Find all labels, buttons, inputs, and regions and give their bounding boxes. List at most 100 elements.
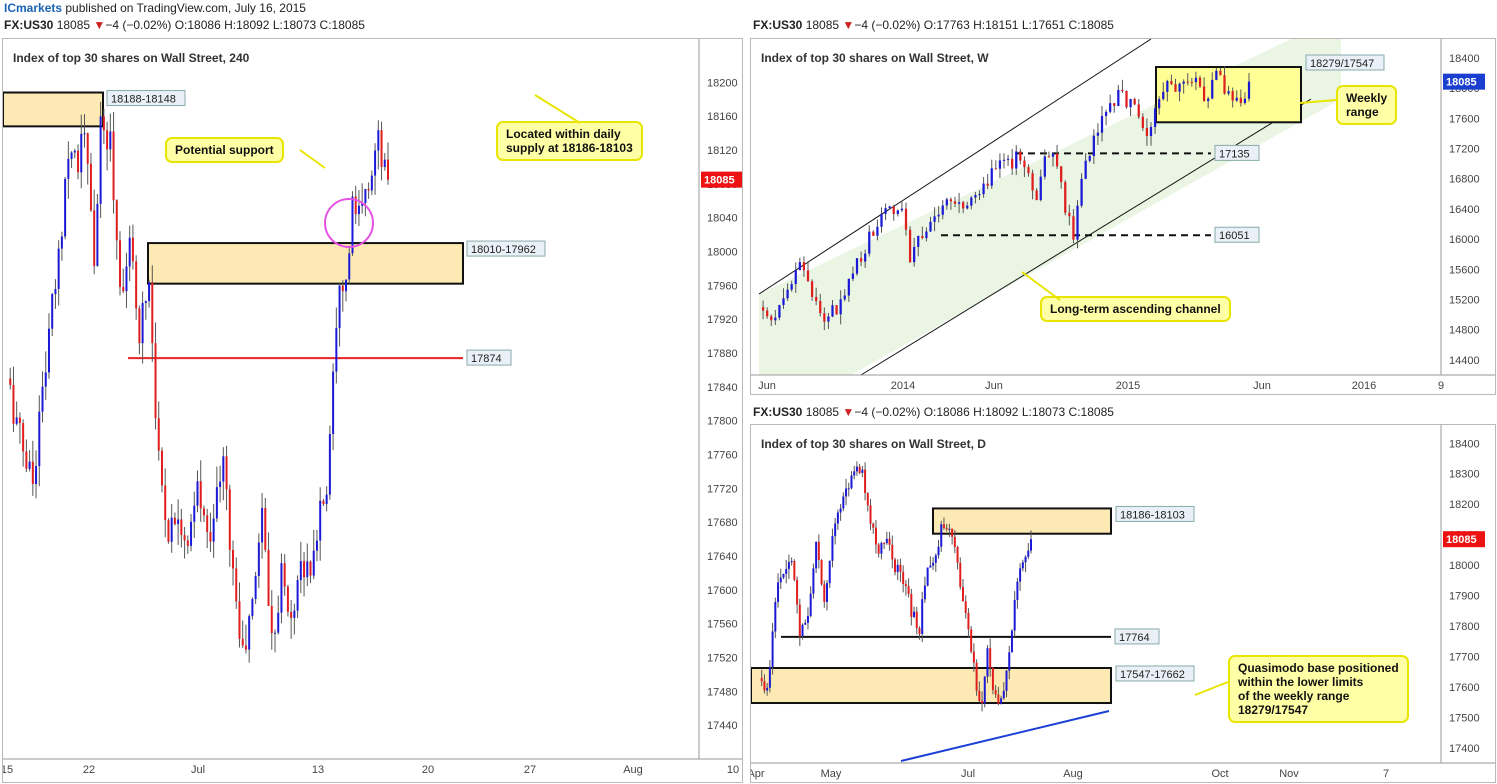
candle-bear [102, 116, 105, 131]
candle-bear [112, 131, 115, 201]
candle-bear [962, 586, 964, 602]
candle-bull [109, 131, 112, 150]
candle-bear [151, 282, 154, 344]
candle-bull [790, 284, 793, 290]
level-label: 16051 [1219, 230, 1250, 242]
candle-bull [1182, 81, 1185, 84]
x-tick-label: Jun [758, 380, 776, 392]
candle-bull [67, 158, 70, 179]
y-tick-label: 14800 [1449, 325, 1480, 337]
y-tick-label: 18120 [707, 145, 738, 157]
candle-bear [1239, 97, 1242, 104]
y-tick-label: 15200 [1449, 294, 1480, 306]
y-tick-label: 17700 [1449, 651, 1480, 663]
candle-bear [180, 519, 183, 536]
zone-label-box [1305, 54, 1385, 71]
candle-bull [1243, 98, 1247, 104]
candle-bear [1190, 82, 1193, 84]
y-tick-label: 17900 [1449, 591, 1480, 603]
candle-bear [904, 208, 908, 230]
brand-link[interactable]: ICmarkets [4, 1, 63, 15]
x-tick-label: Jun [985, 380, 1003, 392]
candle-bear [823, 313, 826, 322]
y-tick-label: 17720 [707, 483, 738, 495]
y-tick-label: 17880 [707, 348, 738, 360]
candle-bull [957, 202, 961, 204]
candle-bear [859, 258, 863, 262]
candle-bull [940, 524, 943, 547]
candle-bear [1064, 182, 1067, 213]
candle-bear [387, 159, 389, 180]
x-tick-label: 2015 [1116, 380, 1140, 392]
y-tick-label: 18200 [1449, 499, 1480, 511]
candle-bear [1011, 158, 1014, 169]
symbol: FX:US30 [753, 18, 803, 32]
candle-bear [309, 561, 312, 576]
symbol: FX:US30 [753, 405, 803, 419]
candle-bear [1055, 153, 1059, 167]
level-label-box [1214, 226, 1260, 243]
level-label: 17764 [1119, 632, 1150, 644]
candle-bull [1008, 652, 1011, 671]
candle-bear [89, 163, 92, 211]
h4-chart-panel[interactable]: Index of top 30 shares on Wall Street, 2… [2, 38, 743, 783]
candle-bull [1117, 89, 1120, 106]
candle-bull [782, 298, 785, 305]
candle-bear [232, 549, 235, 569]
candle-bull [853, 471, 856, 476]
candle-bull [222, 456, 225, 482]
x-tick-label: 10 [727, 764, 739, 776]
candle-bull [335, 328, 338, 372]
candle-bull [193, 505, 196, 522]
candle-bear [322, 500, 325, 505]
candle-bear [238, 601, 241, 639]
zone-box [147, 242, 464, 285]
chart-title: Index of top 30 shares on Wall Street, 2… [13, 51, 250, 65]
high: H:18092 [973, 405, 1019, 419]
y-tick-label: 18200 [707, 77, 738, 89]
current-price-label: 18085 [1446, 77, 1477, 89]
candle-bear [981, 700, 984, 704]
candle-bear [970, 629, 973, 652]
daily-chart-panel[interactable]: Index of top 30 shares on Wall Street, D… [750, 424, 1496, 783]
candle-bear [186, 540, 189, 546]
candle-bull [196, 481, 199, 506]
candle-bull [831, 305, 834, 317]
candle-bull [1207, 98, 1210, 102]
candle-bull [777, 582, 780, 603]
candle-bull [345, 279, 348, 292]
candle-bull [338, 285, 341, 329]
candle-bull [880, 213, 883, 227]
candle-bull [982, 183, 985, 195]
candle-bull [1211, 79, 1214, 99]
candle-bear [206, 515, 209, 533]
candle-bull [35, 466, 38, 485]
candle-bear [341, 285, 344, 292]
candle-bull [1043, 156, 1046, 177]
candle-bull [1104, 111, 1108, 117]
candle-bull [44, 372, 47, 387]
candle-bear [761, 307, 765, 311]
candle-bull [855, 466, 858, 472]
candle-bear [1125, 91, 1128, 108]
candle-bear [1174, 84, 1177, 92]
candle-bull [261, 507, 264, 543]
candle-bull [80, 133, 83, 173]
candle-bull [54, 288, 57, 295]
candle-bull [1215, 70, 1218, 80]
trendline [900, 710, 1110, 762]
current-price-label: 18085 [704, 175, 735, 187]
candle-bull [839, 299, 842, 315]
close: C:18085 [319, 18, 365, 32]
candle-bear [154, 343, 157, 419]
candle-bear [235, 568, 238, 602]
candle-bear [202, 508, 205, 516]
candle-bull [257, 542, 260, 577]
channel-upper-line [758, 39, 1152, 295]
candle-bull [868, 231, 871, 254]
candle-bear [904, 584, 907, 587]
y-tick-label: 17640 [707, 551, 738, 563]
candle-bull [1019, 568, 1022, 582]
publisher-text: published on TradingView.com, July 16, 2… [65, 1, 306, 15]
candle-bear [953, 201, 957, 204]
